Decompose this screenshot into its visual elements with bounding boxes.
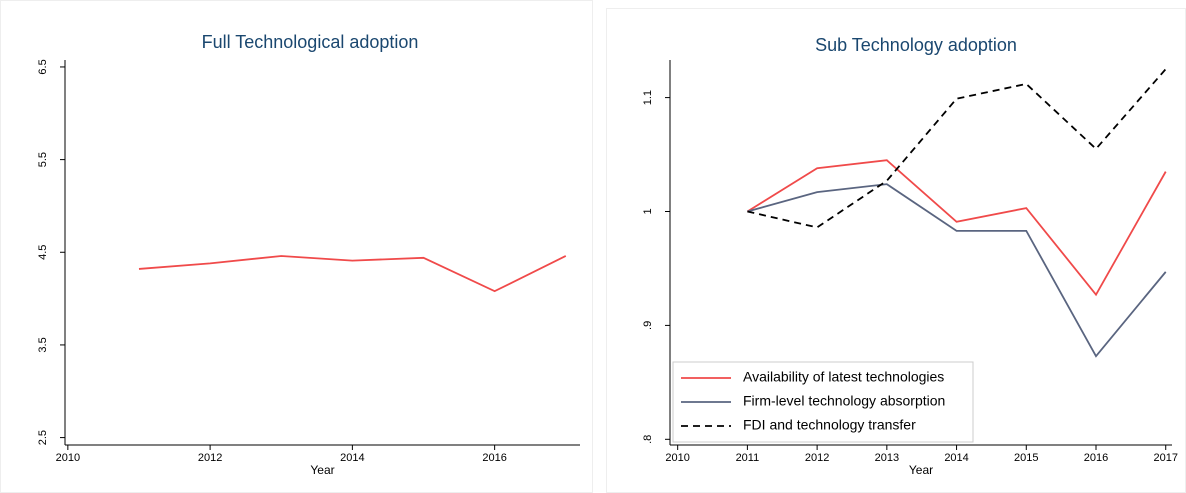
panel-border: [0, 0, 593, 493]
x-tick-label: 2012: [805, 452, 829, 464]
y-tick-label: 4.5: [37, 245, 49, 260]
x-tick-label: 2014: [340, 452, 364, 464]
data-line: [746, 159, 1167, 297]
y-tick-label: .9: [642, 321, 654, 330]
y-tick-label: 2.5: [37, 430, 49, 445]
x-tick-label: 2010: [665, 452, 689, 464]
chart-title: Full Technological adoption: [202, 32, 419, 52]
y-tick-label: 5.5: [37, 152, 49, 167]
y-tick-label: 6.5: [37, 59, 49, 74]
data-line: [138, 255, 567, 293]
y-tick-label: 1.1: [642, 90, 654, 105]
x-axis-label: Year: [909, 463, 933, 477]
legend-label: Firm-level technology absorption: [743, 393, 945, 409]
data-line: [747, 183, 1167, 358]
x-tick-label: 2012: [198, 452, 222, 464]
x-tick-label: 2010: [56, 452, 80, 464]
x-tick-label: 2014: [944, 452, 968, 464]
legend-label: FDI and technology transfer: [743, 417, 916, 433]
x-tick-label: 2016: [1084, 452, 1108, 464]
y-tick-label: 1: [642, 208, 654, 214]
x-tick-label: 2013: [875, 452, 899, 464]
x-axis-label: Year: [310, 463, 334, 477]
x-tick-label: 2017: [1153, 452, 1177, 464]
x-tick-label: 2016: [482, 452, 506, 464]
x-tick-label: 2015: [1014, 452, 1038, 464]
x-tick-label: 2011: [736, 452, 760, 464]
y-tick-label: 3.5: [37, 337, 49, 352]
chart-title: Sub Technology adoption: [815, 35, 1017, 55]
y-tick-label: .8: [642, 435, 654, 444]
data-line: [747, 68, 1167, 229]
legend-label: Availability of latest technologies: [743, 369, 944, 385]
